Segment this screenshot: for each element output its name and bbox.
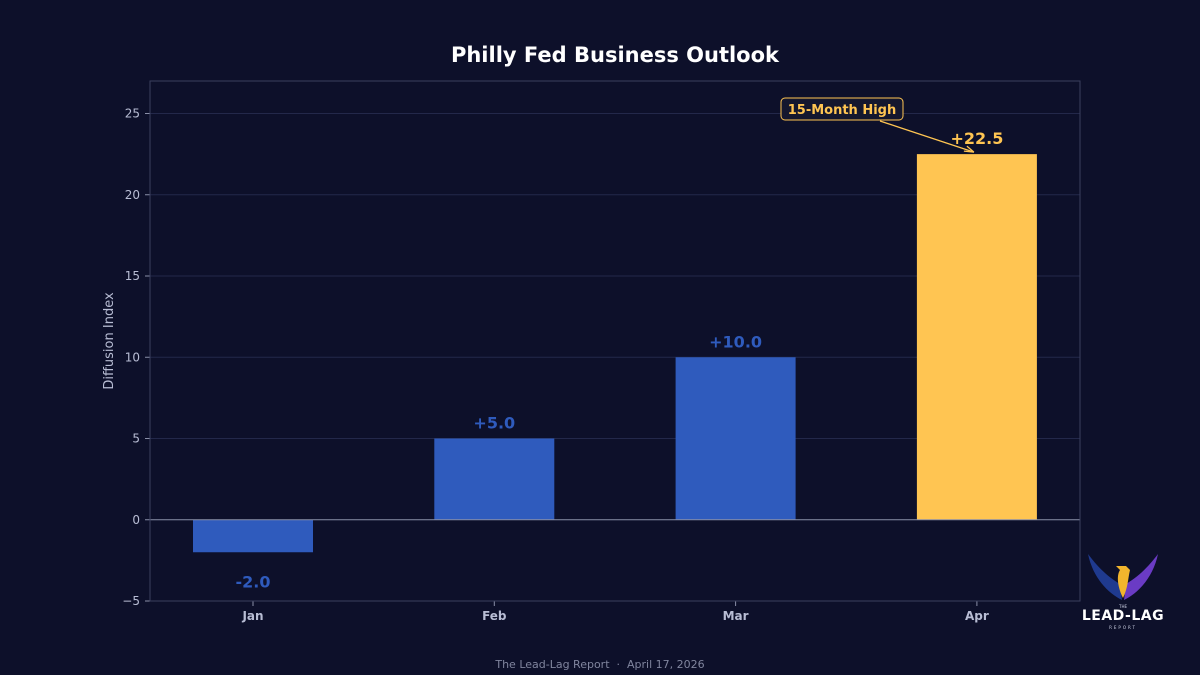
phoenix-icon	[1088, 554, 1158, 600]
y-tick-label: 25	[125, 107, 140, 121]
y-tick-label: 5	[132, 432, 140, 446]
x-tick-label: Mar	[723, 609, 749, 623]
plot-frame	[149, 80, 1081, 602]
annotation-box	[780, 97, 904, 121]
annotation-text: 15-Month High	[788, 103, 897, 118]
y-tick-label: 20	[125, 188, 140, 202]
data-label: +22.5	[950, 129, 1003, 148]
x-tick-label: Apr	[965, 609, 989, 623]
logo-word: LEAD-LAG	[1081, 608, 1165, 624]
data-label: +10.0	[709, 332, 762, 351]
data-label: +5.0	[473, 414, 515, 433]
logo-top: THE	[1119, 604, 1127, 609]
x-tick-label: Feb	[482, 609, 507, 623]
bar-feb	[434, 438, 555, 520]
y-tick-label: 10	[125, 350, 140, 364]
bar-mar	[675, 357, 796, 520]
logo-sub: REPORT	[1109, 625, 1137, 630]
footer-text: The Lead-Lag Report · April 17, 2026	[494, 658, 704, 671]
annotation-arrow	[879, 120, 975, 153]
bar-jan	[193, 519, 313, 553]
arrowhead-icon	[963, 145, 975, 153]
y-tick-label: 0	[132, 513, 140, 527]
y-axis-label: Diffusion Index	[102, 292, 117, 390]
y-tick-label: 15	[125, 269, 140, 283]
lead-lag-logo: THE LEAD-LAG REPORT	[1078, 548, 1168, 632]
y-tick-label: −5	[122, 594, 140, 608]
x-tick-label: Jan	[241, 609, 263, 623]
bar-apr	[916, 154, 1037, 520]
data-label: -2.0	[236, 572, 271, 591]
chart-title: Philly Fed Business Outlook	[451, 43, 780, 67]
